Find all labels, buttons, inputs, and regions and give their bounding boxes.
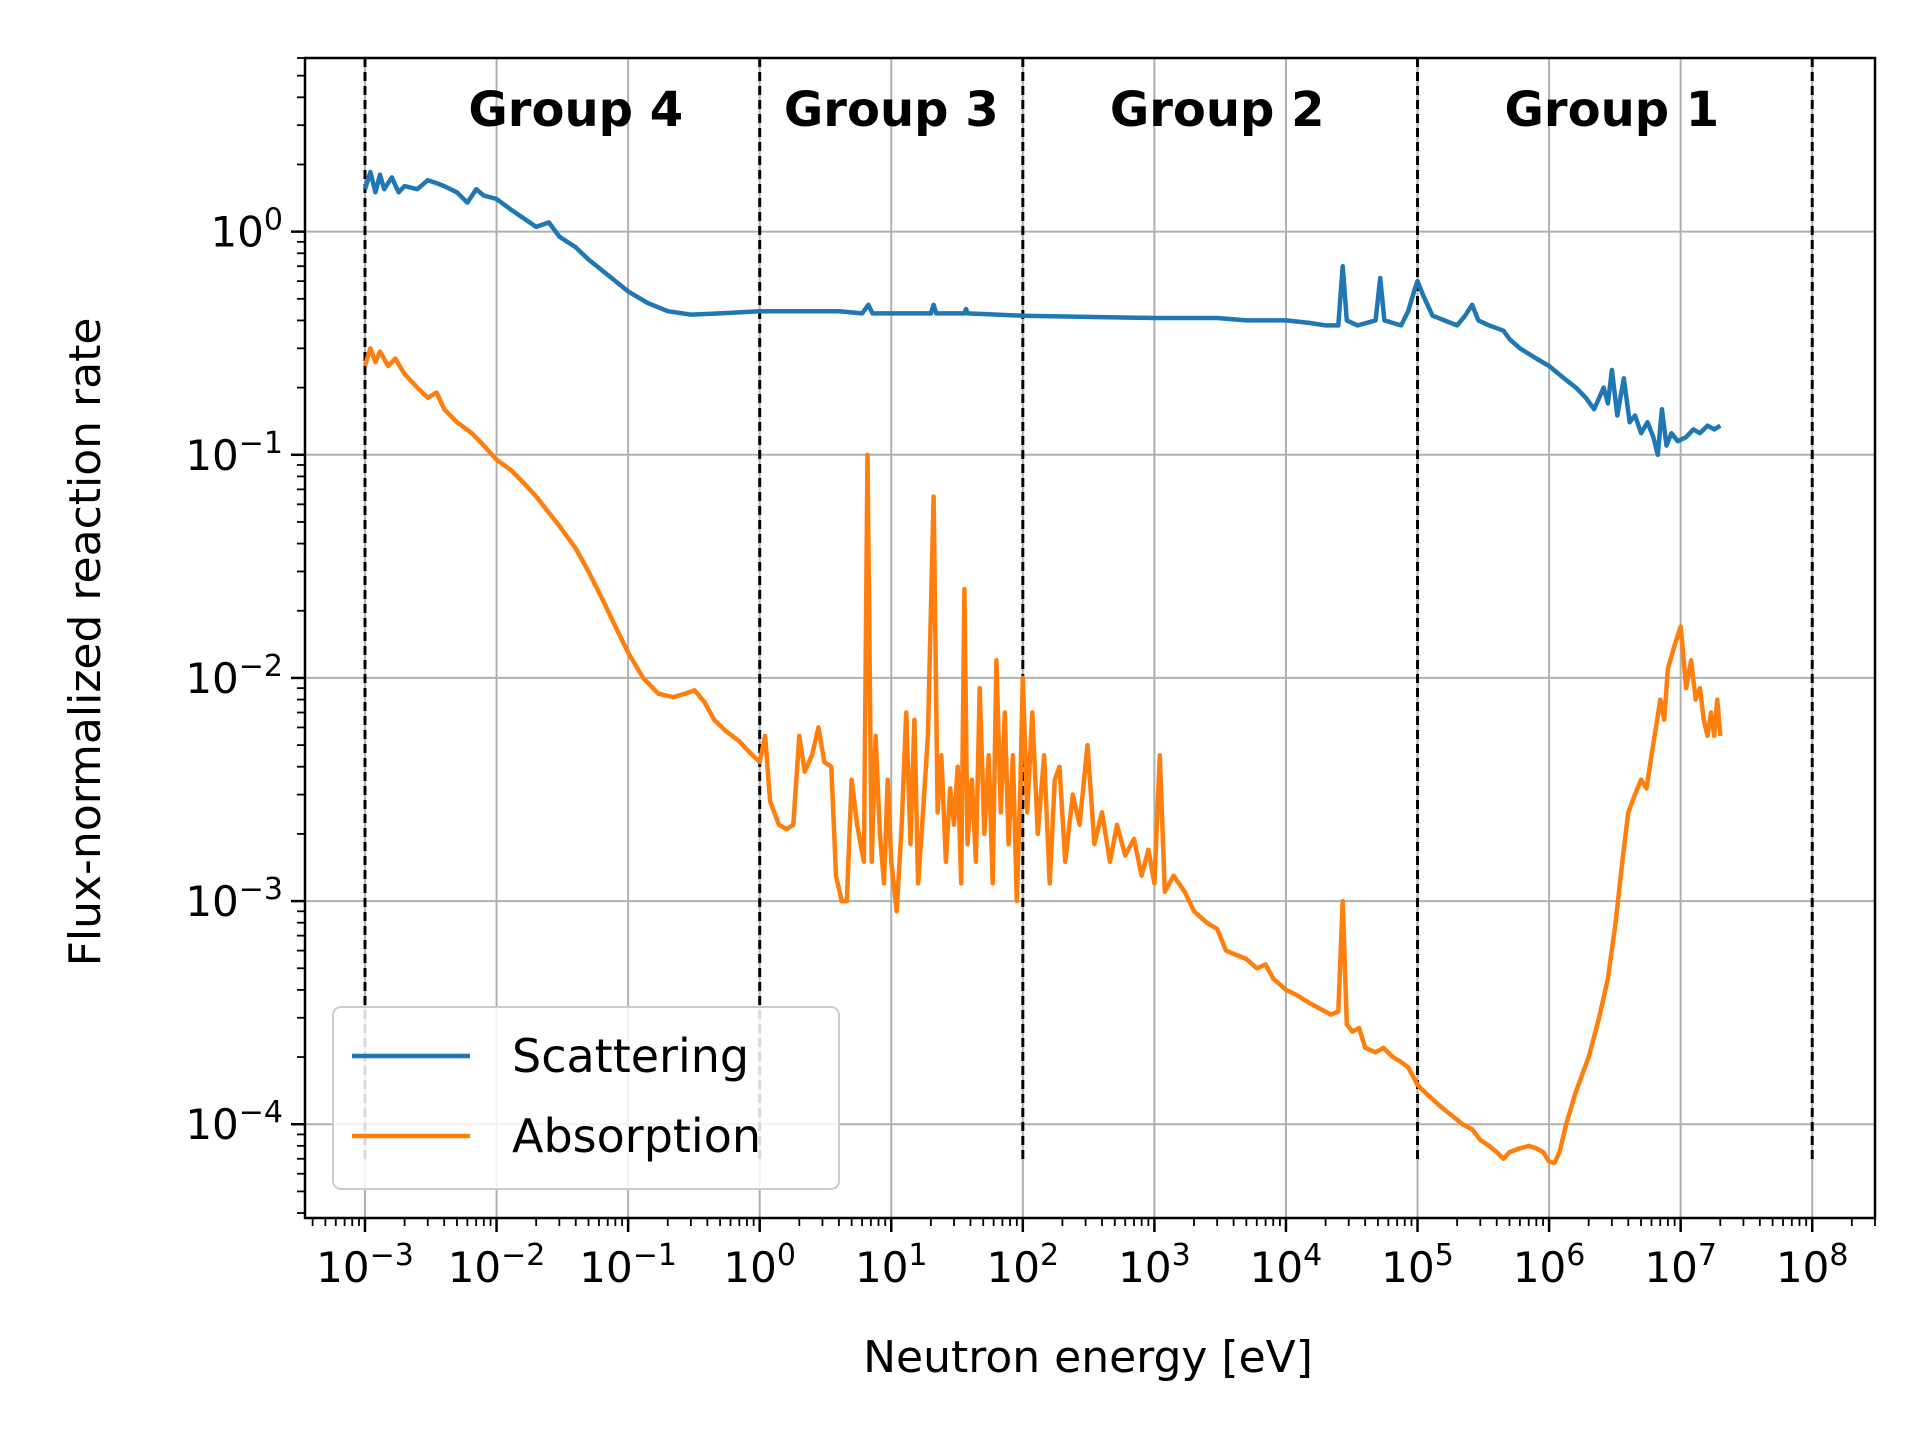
axes: 10−3 10−2 10−1 100 101 102 103 104 105 106 107 108 1…	[185, 56, 1877, 1292]
group-label: Group 3	[784, 82, 999, 138]
x-tick-label: 108	[1776, 1238, 1849, 1292]
series-line-scattering	[362, 169, 1722, 458]
legend-label-scattering: Scattering	[512, 1029, 749, 1083]
x-tick-label: 100	[723, 1238, 796, 1292]
y-tick-label: 10−1	[185, 426, 283, 480]
series-lines	[362, 169, 1723, 1166]
plot-frame	[303, 56, 1877, 1220]
group-labels: Group 4 Group 3 Group 2 Group 1	[468, 82, 1719, 138]
x-tick-label: 101	[855, 1238, 928, 1292]
x-tick-label: 106	[1513, 1238, 1586, 1292]
x-axis-label: Neutron energy [eV]	[863, 1332, 1313, 1383]
x-tick-label: 105	[1381, 1238, 1454, 1292]
group-label: Group 1	[1505, 82, 1720, 138]
y-tick-label: 10−4	[185, 1095, 283, 1149]
y-tick-label: 10−2	[185, 649, 283, 703]
x-tick-label: 102	[987, 1238, 1060, 1292]
x-tick-label: 10−2	[448, 1238, 546, 1292]
y-tick-label: 10−3	[185, 872, 283, 926]
legend: Scattering Absorption	[332, 1006, 840, 1190]
x-tick-label: 103	[1118, 1238, 1191, 1292]
x-tick-label: 107	[1644, 1238, 1717, 1292]
group-label: Group 2	[1110, 82, 1325, 138]
legend-label-absorption: Absorption	[512, 1109, 761, 1163]
group-boundaries	[363, 58, 1814, 1162]
x-tick-label: 104	[1250, 1238, 1323, 1292]
y-tick-label: 100	[210, 203, 283, 257]
series-line-absorption	[362, 346, 1723, 1166]
y-axis-label: Flux-normalized reaction rate	[60, 318, 111, 967]
group-label: Group 4	[468, 82, 683, 138]
x-tick-label: 10−3	[316, 1238, 414, 1292]
x-tick-label: 10−1	[579, 1238, 677, 1292]
legend-box	[332, 1006, 840, 1190]
